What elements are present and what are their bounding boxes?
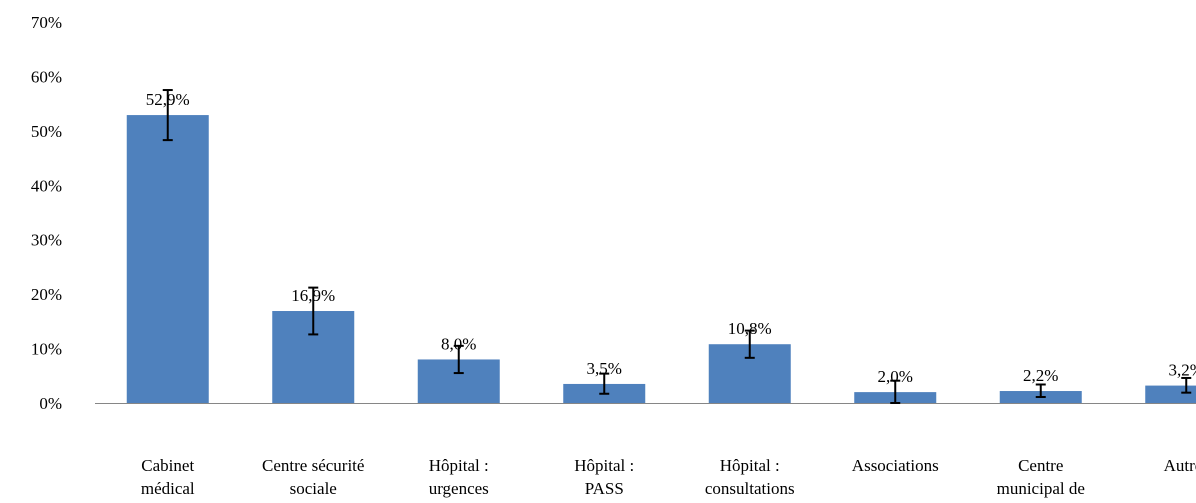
y-tick-label: 50%: [31, 122, 62, 141]
y-tick-label: 20%: [31, 285, 62, 304]
data-label: 10,8%: [728, 319, 772, 338]
data-label: 16,9%: [291, 286, 335, 305]
y-tick-label: 70%: [31, 13, 62, 32]
data-label: 52,9%: [146, 90, 190, 109]
y-tick-label: 10%: [31, 340, 62, 359]
category-label: sociale: [290, 479, 337, 498]
category-label: Hôpital :: [574, 456, 634, 475]
y-tick-label: 30%: [31, 231, 62, 250]
category-label: PASS: [585, 479, 624, 498]
category-label: Hôpital :: [720, 456, 780, 475]
y-tick-label: 40%: [31, 176, 62, 195]
category-label: Autres: [1164, 456, 1196, 475]
category-label: Cabinet: [141, 456, 194, 475]
data-label: 2,0%: [878, 367, 913, 386]
y-tick-label: 0%: [39, 394, 62, 413]
category-label: consultations: [705, 479, 795, 498]
category-label: urgences: [429, 479, 489, 498]
y-tick-label: 60%: [31, 67, 62, 86]
category-label: Centre: [1018, 456, 1063, 475]
data-label: 3,5%: [587, 359, 622, 378]
category-label: Centre sécurité: [262, 456, 364, 475]
data-label: 3,2%: [1169, 361, 1196, 380]
bar: [1145, 385, 1196, 403]
data-label: 2,2%: [1023, 366, 1058, 385]
data-label: 8,0%: [441, 334, 476, 353]
category-label: médical: [141, 479, 195, 498]
category-label: Associations: [852, 456, 939, 475]
category-label: Hôpital :: [429, 456, 489, 475]
bar: [126, 115, 209, 403]
category-label: municipal de: [997, 479, 1085, 498]
